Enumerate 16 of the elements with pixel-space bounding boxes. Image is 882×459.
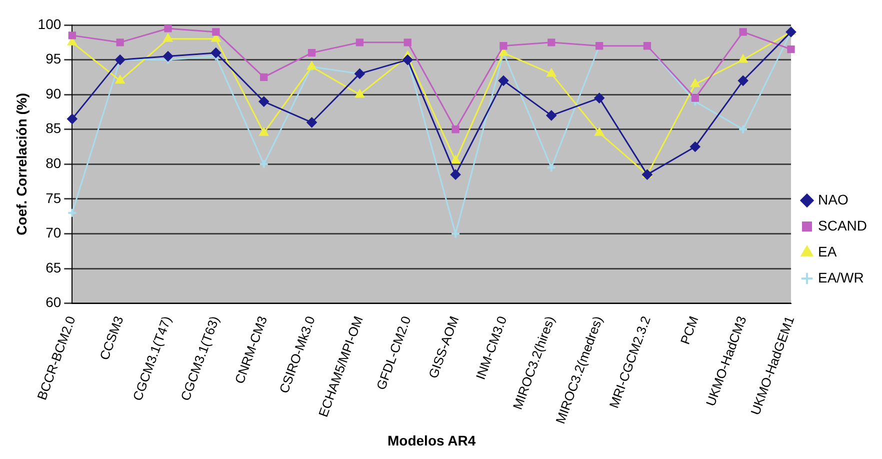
y-tick-label: 95	[46, 50, 62, 67]
legend-label: NAO	[818, 191, 848, 208]
y-axis-title: Coef. Correlación (%)	[13, 92, 30, 236]
y-tick-label: 80	[46, 155, 62, 172]
legend-label: SCAND	[818, 217, 868, 234]
x-axis-title: Modelos AR4	[388, 432, 476, 448]
y-tick-label: 75	[46, 190, 62, 206]
legend-label: EA/WR	[818, 269, 864, 286]
y-tick-label: 65	[46, 259, 62, 276]
y-tick-label: 90	[46, 85, 62, 102]
y-tick-label: 70	[46, 224, 62, 241]
x-tick-label: PCM	[677, 314, 702, 346]
y-tick-label: 60	[46, 294, 62, 310]
legend-label: EA	[818, 243, 838, 260]
y-tick-label: 85	[46, 120, 62, 136]
y-tick-label: 100	[38, 16, 62, 32]
